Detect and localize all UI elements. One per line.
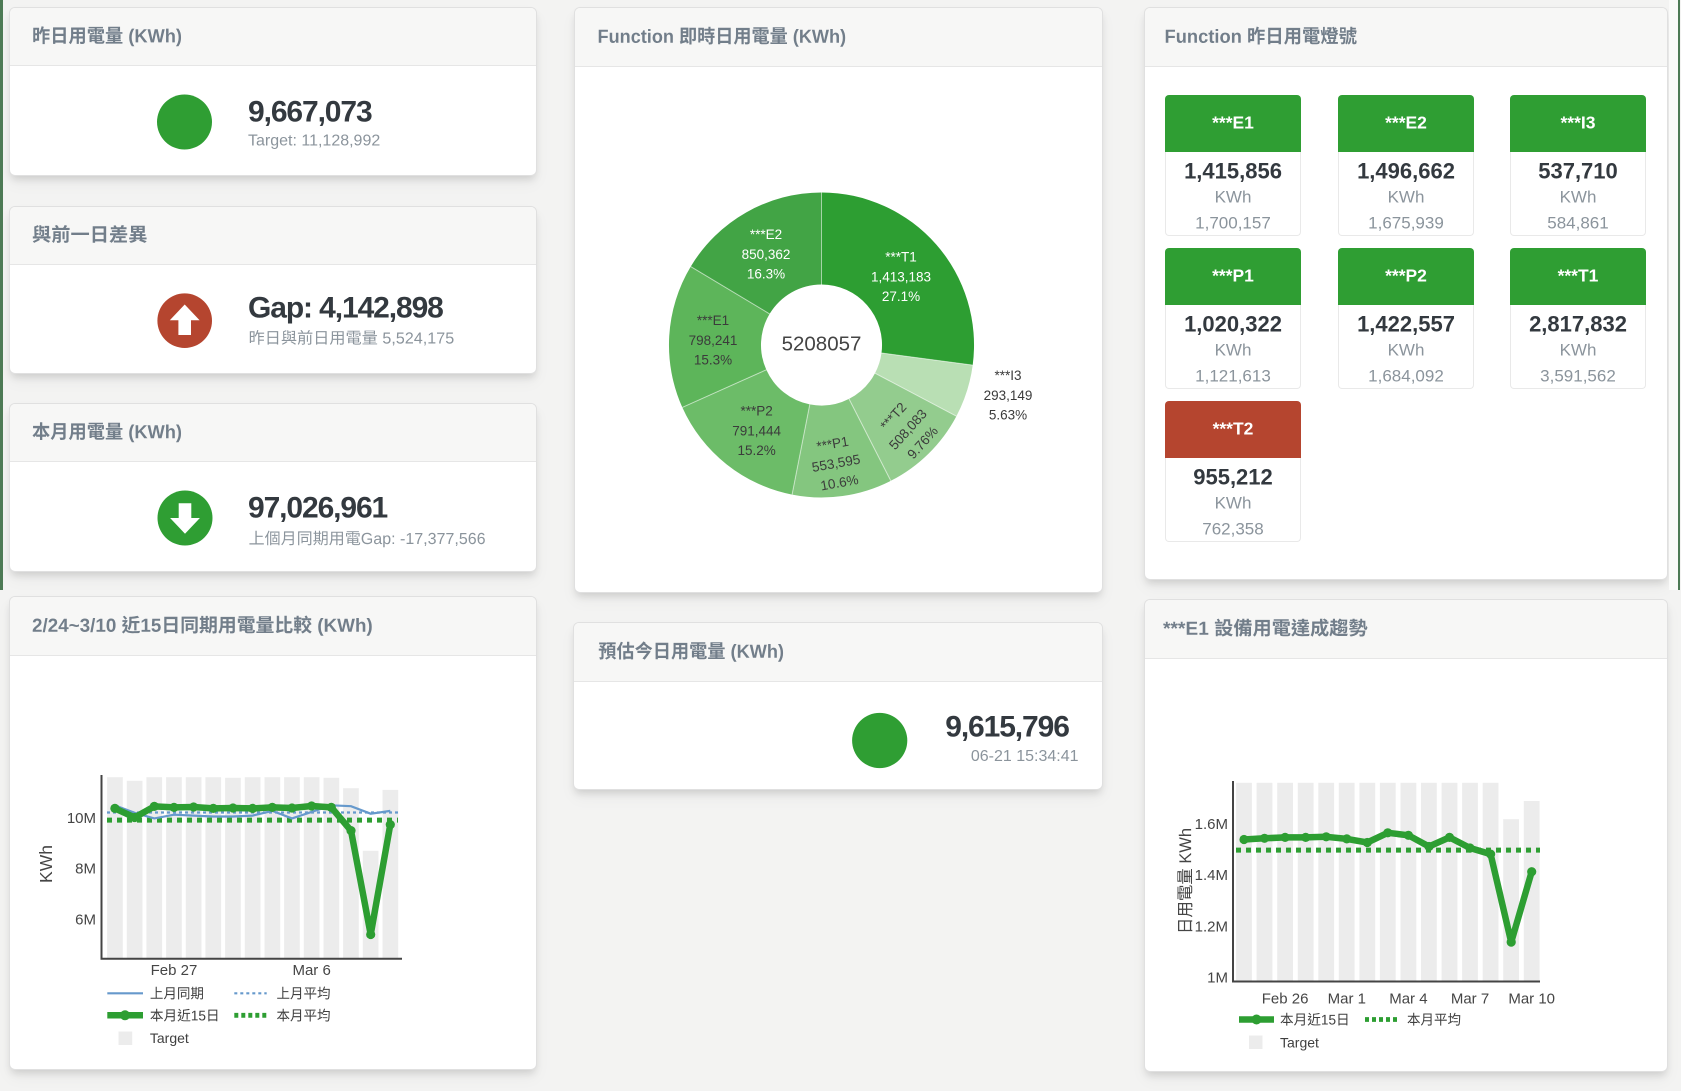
svg-text:***E2: ***E2 <box>750 227 782 242</box>
svg-text:KWh: KWh <box>1388 341 1425 360</box>
svg-text:KWh: KWh <box>1560 341 1597 360</box>
svg-text:3,591,562: 3,591,562 <box>1540 367 1616 386</box>
svg-text:9,615,796: 9,615,796 <box>945 711 1069 744</box>
svg-text:KWh: KWh <box>1215 494 1252 513</box>
svg-text:1.6M: 1.6M <box>1195 816 1228 833</box>
svg-text:***P2: ***P2 <box>740 404 772 419</box>
svg-text:Target: Target <box>1280 1034 1319 1050</box>
svg-text:***T1: ***T1 <box>1558 265 1599 285</box>
svg-text:Mar 7: Mar 7 <box>1451 991 1489 1008</box>
svg-text:850,362: 850,362 <box>742 247 791 262</box>
svg-text:Target: 11,128,992: Target: 11,128,992 <box>248 132 380 149</box>
svg-text:***T1: ***T1 <box>885 250 917 265</box>
svg-text:1,415,856: 1,415,856 <box>1184 159 1282 184</box>
svg-text:***I3: ***I3 <box>1560 112 1595 132</box>
svg-text:537,710: 537,710 <box>1538 159 1618 184</box>
svg-text:***P1: ***P1 <box>1212 265 1254 285</box>
svg-text:Feb 26: Feb 26 <box>1262 991 1309 1008</box>
svg-text:1,422,557: 1,422,557 <box>1357 312 1455 337</box>
svg-text:06-21 15:34:41: 06-21 15:34:41 <box>971 748 1079 765</box>
svg-text:***T2: ***T2 <box>1213 418 1254 438</box>
svg-text:5.63%: 5.63% <box>989 408 1027 423</box>
svg-text:1,121,613: 1,121,613 <box>1195 367 1271 386</box>
svg-text:97,026,961: 97,026,961 <box>248 491 388 524</box>
svg-text:1.4M: 1.4M <box>1195 867 1228 884</box>
svg-text:Feb 27: Feb 27 <box>151 962 198 979</box>
svg-text:2,817,832: 2,817,832 <box>1529 312 1627 337</box>
svg-text:Target: Target <box>150 1030 189 1046</box>
svg-text:Mar 1: Mar 1 <box>1328 991 1366 1008</box>
svg-text:5208057: 5208057 <box>782 332 862 355</box>
svg-text:791,444: 791,444 <box>732 423 781 438</box>
svg-text:Gap: 4,142,898: Gap: 4,142,898 <box>248 291 443 324</box>
svg-text:1,020,322: 1,020,322 <box>1184 312 1282 337</box>
svg-text:1,700,157: 1,700,157 <box>1195 214 1271 233</box>
svg-text:15.3%: 15.3% <box>694 353 732 368</box>
svg-text:KWh: KWh <box>1215 341 1252 360</box>
svg-text:Mar 6: Mar 6 <box>292 962 330 979</box>
svg-text:762,358: 762,358 <box>1202 520 1263 539</box>
svg-text:798,241: 798,241 <box>689 333 738 348</box>
svg-text:1,675,939: 1,675,939 <box>1368 214 1444 233</box>
svg-text:KWh: KWh <box>1388 188 1425 207</box>
svg-text:KWh: KWh <box>1560 188 1597 207</box>
svg-text:***I3: ***I3 <box>994 368 1021 383</box>
svg-text:16.3%: 16.3% <box>747 267 785 282</box>
svg-text:8M: 8M <box>75 861 96 878</box>
svg-text:9,667,073: 9,667,073 <box>248 95 372 128</box>
svg-text:10M: 10M <box>67 810 96 827</box>
svg-text:15.2%: 15.2% <box>737 443 775 458</box>
svg-text:***P1: ***P1 <box>815 434 849 454</box>
svg-text:KWh: KWh <box>1215 188 1252 207</box>
svg-text:***P2: ***P2 <box>1385 265 1427 285</box>
svg-text:Mar 10: Mar 10 <box>1508 991 1555 1008</box>
svg-text:27.1%: 27.1% <box>882 289 920 304</box>
svg-text:1,684,092: 1,684,092 <box>1368 367 1444 386</box>
svg-text:1M: 1M <box>1207 969 1228 986</box>
svg-text:***E2: ***E2 <box>1385 112 1427 132</box>
svg-text:955,212: 955,212 <box>1193 465 1273 490</box>
svg-text:10.6%: 10.6% <box>819 472 859 493</box>
svg-text:1.2M: 1.2M <box>1195 919 1228 936</box>
svg-text:584,861: 584,861 <box>1547 214 1608 233</box>
svg-text:***E1: ***E1 <box>697 313 729 328</box>
svg-text:Mar 4: Mar 4 <box>1389 991 1427 1008</box>
svg-text:6M: 6M <box>75 911 96 928</box>
svg-text:1,413,183: 1,413,183 <box>871 269 931 284</box>
svg-text:***E1: ***E1 <box>1212 112 1254 132</box>
svg-text:293,149: 293,149 <box>984 388 1033 403</box>
svg-text:1,496,662: 1,496,662 <box>1357 159 1455 184</box>
svg-text:KWh: KWh <box>36 845 56 883</box>
